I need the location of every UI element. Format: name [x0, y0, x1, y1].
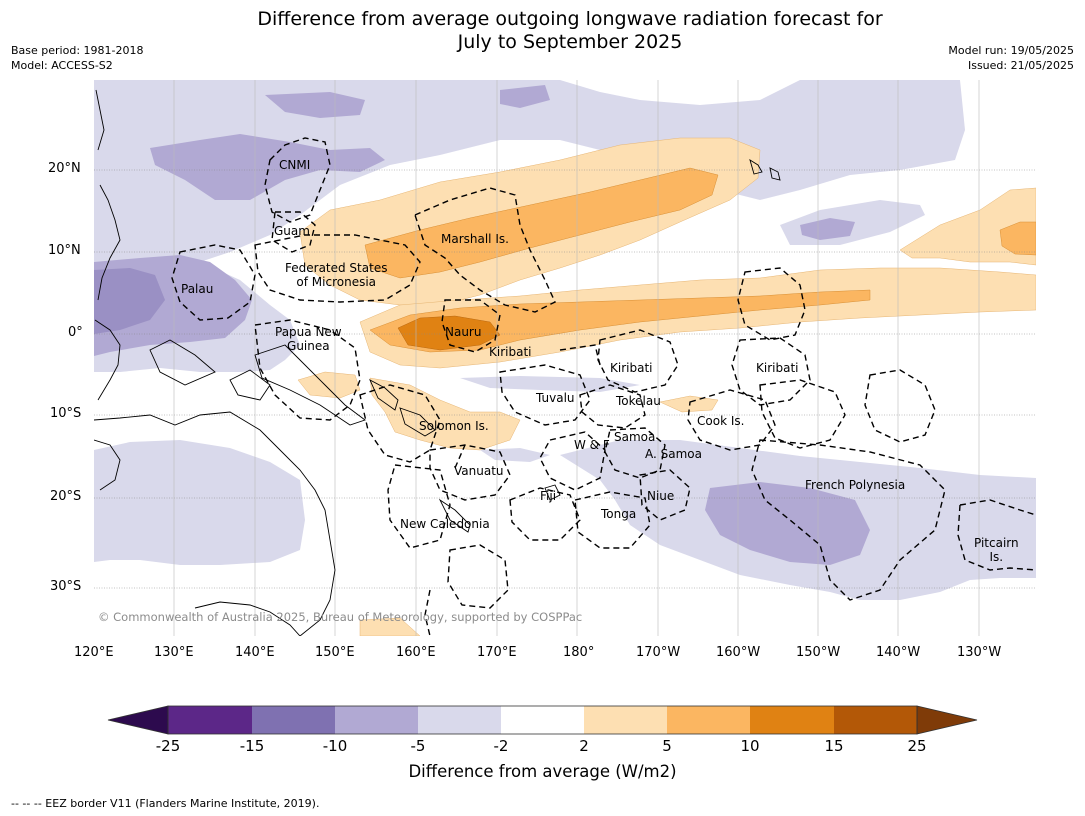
lat-label: 0°: [68, 325, 83, 340]
place-label-pitcairn-line2: Is.: [989, 550, 1004, 564]
lon-label: 160°E: [396, 645, 436, 660]
colorbar-segment: [501, 706, 584, 734]
model-name: Model: ACCESS-S2: [11, 59, 113, 72]
eez-footnote: -- -- -- EEZ border V11 (Flanders Marine…: [11, 797, 320, 810]
place-label-palau: Palau: [181, 282, 214, 296]
colorbar: [107, 705, 978, 735]
colorbar-segment: [750, 706, 834, 734]
lon-label: 120°E: [74, 645, 114, 660]
lat-label: 30°S: [50, 579, 82, 594]
anomaly-dark-purple: [94, 268, 165, 334]
lon-label: 170°E: [477, 645, 517, 660]
colorbar-segment: [584, 706, 667, 734]
lon-label: 150°E: [315, 645, 355, 660]
colorbar-extend-low: [108, 706, 168, 734]
place-label-cnmi: CNMI: [279, 158, 311, 172]
colorbar-tick: -10: [322, 737, 348, 755]
place-label-niue: Niue: [647, 489, 675, 503]
lon-label: 130°E: [154, 645, 194, 660]
model-run: Model run: 19/05/2025: [948, 44, 1074, 57]
place-label-kiribati-west: Kiribati: [489, 345, 532, 359]
title-line-2: July to September 2025: [457, 31, 683, 53]
colorbar-title: Difference from average (W/m2): [408, 762, 677, 781]
place-label-fiji: Fiji: [540, 489, 557, 503]
colorbar-tick: 10: [740, 737, 760, 755]
place-label-png-line1: Papua New: [275, 325, 342, 339]
colorbar-tick: 25: [907, 737, 927, 755]
place-label-asamoa: A. Samoa: [645, 447, 702, 461]
gridlines: [94, 80, 1036, 636]
place-label-cook: Cook Is.: [697, 414, 745, 428]
lon-label: 130°W: [957, 645, 1002, 660]
place-label-fsm-line2: of Micronesia: [296, 275, 377, 289]
place-label-solomon: Solomon Is.: [419, 419, 489, 433]
colorbar-tick: 15: [824, 737, 844, 755]
anomaly-dark-orange: [397, 315, 501, 351]
place-label-vanuatu: Vanuatu: [454, 464, 504, 478]
lat-label: 20°N: [48, 161, 81, 176]
place-label-new-caledonia: New Caledonia: [400, 517, 490, 531]
place-label-pitcairn: Pitcairn Is.: [974, 536, 1019, 564]
lat-label: 20°S: [50, 489, 82, 504]
place-label-png-line2: Guinea: [287, 339, 330, 353]
place-label-tonga: Tonga: [601, 507, 637, 521]
map-area: [94, 80, 1036, 636]
place-label-samoa: Samoa: [614, 430, 656, 444]
colorbar-segment: [168, 706, 252, 734]
lon-label: 170°W: [636, 645, 681, 660]
colorbar-tick: 2: [579, 737, 589, 755]
colorbar-tick: -2: [493, 737, 509, 755]
place-label-fsm: Federated States of Micronesia: [285, 261, 387, 289]
lon-label: 180°: [563, 645, 595, 660]
chart-title: Difference from average outgoing longwav…: [140, 8, 1000, 54]
colorbar-segment: [418, 706, 501, 734]
place-label-marshall: Marshall Is.: [441, 232, 509, 246]
coastlines: [94, 89, 781, 636]
place-label-wf: W & F: [574, 438, 610, 452]
lon-label: 160°W: [716, 645, 761, 660]
colorbar-tick: 5: [662, 737, 672, 755]
colorbar-segment: [335, 706, 418, 734]
place-label-guam: Guam: [274, 224, 310, 238]
colorbar-segment: [667, 706, 750, 734]
place-label-nauru: Nauru: [445, 325, 482, 339]
lon-label: 140°W: [876, 645, 921, 660]
lon-label: 150°W: [796, 645, 841, 660]
colorbar-tick: -25: [155, 737, 181, 755]
place-label-tuvalu: Tuvalu: [536, 391, 575, 405]
meta-left: Base period: 1981-2018 Model: ACCESS-S2: [11, 43, 143, 73]
colorbar-segment: [252, 706, 335, 734]
colorbar-tick: -15: [239, 737, 265, 755]
lon-label: 140°E: [235, 645, 275, 660]
eez-borders: [171, 137, 1036, 636]
title-line-1: Difference from average outgoing longwav…: [257, 8, 883, 30]
place-label-pitcairn-line1: Pitcairn: [974, 536, 1019, 550]
place-label-tokelau: Tokelau: [616, 394, 661, 408]
colorbar-extend-high: [917, 706, 977, 734]
place-label-french-polynesia: French Polynesia: [805, 478, 906, 492]
place-label-png: Papua New Guinea: [275, 325, 342, 353]
issued-date: Issued: 21/05/2025: [967, 59, 1074, 72]
lat-label: 10°S: [50, 406, 82, 421]
place-label-kiribati-central: Kiribati: [610, 361, 653, 375]
meta-right: Model run: 19/05/2025 Issued: 21/05/2025: [948, 43, 1074, 73]
anomaly-mid-purple: [94, 85, 870, 565]
base-period: Base period: 1981-2018: [11, 44, 144, 57]
place-label-kiribati-east: Kiribati: [756, 361, 799, 375]
colorbar-tick: -5: [410, 737, 426, 755]
colorbar-segment: [834, 706, 917, 734]
copyright-notice: © Commonwealth of Australia 2025, Bureau…: [98, 610, 583, 624]
lat-label: 10°N: [48, 243, 81, 258]
place-label-fsm-line1: Federated States: [285, 261, 388, 275]
